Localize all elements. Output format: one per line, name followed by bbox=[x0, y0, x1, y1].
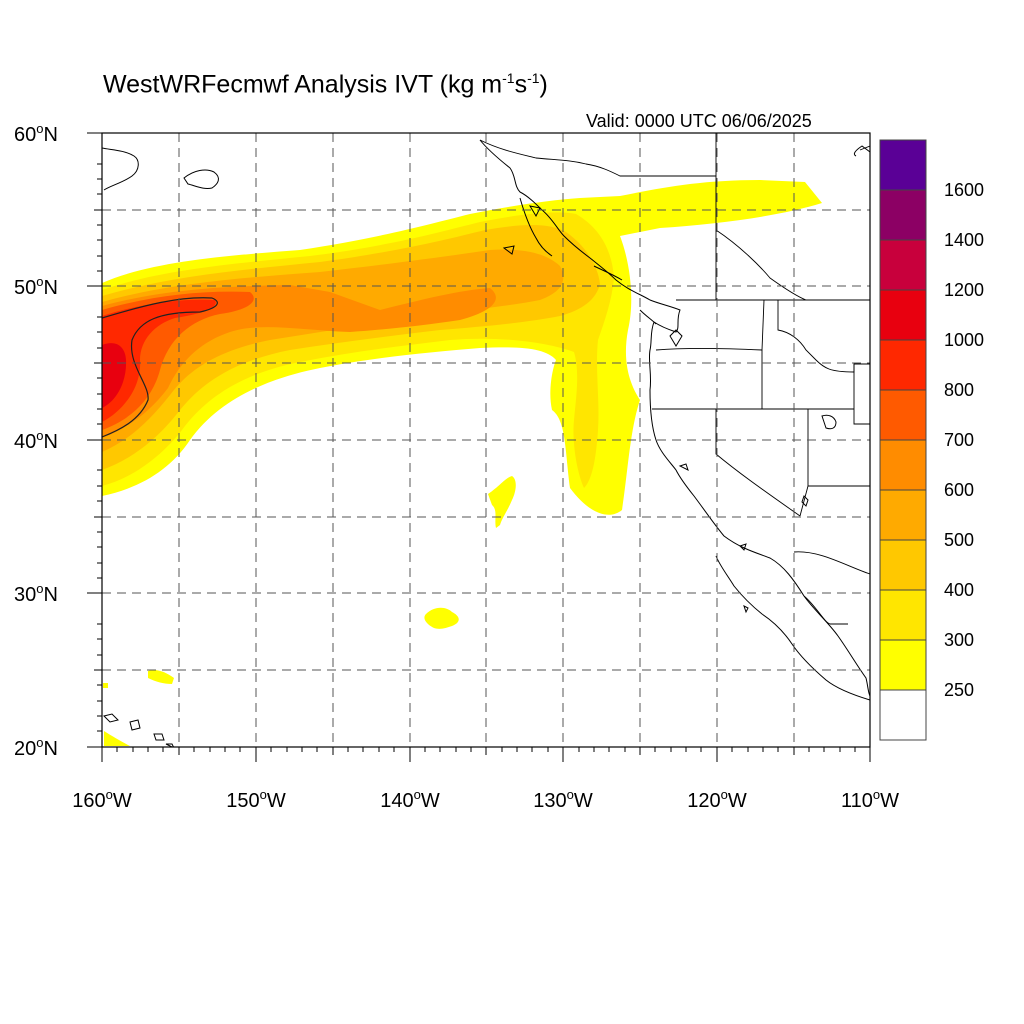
ivt-threshold-contour-line bbox=[102, 297, 218, 438]
colorbar-swatch bbox=[879, 239, 927, 291]
colorbar-swatch bbox=[879, 689, 927, 741]
colorbar-label: 700 bbox=[944, 430, 974, 450]
colorbar-swatch bbox=[879, 489, 927, 541]
colorbar-label: 500 bbox=[944, 530, 974, 550]
colorbar: 250 300 400 500 600 700 800 1000 1200 1400 1600 bbox=[879, 139, 984, 741]
lon-label-140w: 140oW bbox=[380, 787, 440, 812]
state-boundaries bbox=[479, 133, 870, 625]
colorbar-label: 400 bbox=[944, 580, 974, 600]
colorbar-swatch bbox=[879, 339, 927, 391]
colorbar-swatch bbox=[879, 139, 927, 191]
colorbar-label: 600 bbox=[944, 480, 974, 500]
colorbar-swatch bbox=[879, 639, 927, 691]
lat-label-60n: 60oN bbox=[14, 121, 58, 146]
colorbar-swatch bbox=[879, 439, 927, 491]
graticule bbox=[102, 133, 870, 747]
ivt-patch bbox=[488, 476, 516, 528]
lon-label-160w: 160oW bbox=[72, 787, 132, 812]
ivt-field bbox=[102, 133, 870, 747]
colorbar-swatch bbox=[879, 589, 927, 641]
colorbar-label: 800 bbox=[944, 380, 974, 400]
lon-label-150w: 150oW bbox=[226, 787, 286, 812]
lat-label-30n: 30oN bbox=[14, 581, 58, 606]
colorbar-swatch bbox=[879, 539, 927, 591]
ivt-patch bbox=[103, 683, 108, 688]
colorbar-label: 300 bbox=[944, 630, 974, 650]
colorbar-label: 1400 bbox=[944, 230, 984, 250]
lat-label-50n: 50oN bbox=[14, 274, 58, 299]
lat-label-20n: 20oN bbox=[14, 735, 58, 760]
map-title: WestWRFecmwf Analysis IVT (kg m-1s-1) bbox=[103, 70, 548, 99]
axis-ticks bbox=[87, 132, 871, 762]
lat-label-40n: 40oN bbox=[14, 428, 58, 453]
ivt-contour-800 bbox=[102, 299, 216, 422]
colorbar-label: 1200 bbox=[944, 280, 984, 300]
lon-label-120w: 120oW bbox=[687, 787, 747, 812]
coastlines bbox=[102, 139, 870, 747]
colorbar-swatch bbox=[879, 189, 927, 241]
colorbar-swatch bbox=[879, 389, 927, 441]
colorbar-label: 1000 bbox=[944, 330, 984, 350]
lon-label-110w: 110oW bbox=[841, 787, 899, 812]
valid-time-label: Valid: 0000 UTC 06/06/2025 bbox=[586, 111, 812, 131]
ivt-contour-1000 bbox=[102, 343, 127, 408]
colorbar-label: 250 bbox=[944, 680, 974, 700]
ivt-patch bbox=[424, 607, 459, 629]
ivt-contour-600 bbox=[102, 285, 496, 438]
colorbar-label: 1600 bbox=[944, 180, 984, 200]
ivt-patch bbox=[148, 669, 174, 684]
lon-label-130w: 130oW bbox=[533, 787, 593, 812]
colorbar-swatch bbox=[879, 289, 927, 341]
ivt-patch bbox=[104, 731, 130, 746]
